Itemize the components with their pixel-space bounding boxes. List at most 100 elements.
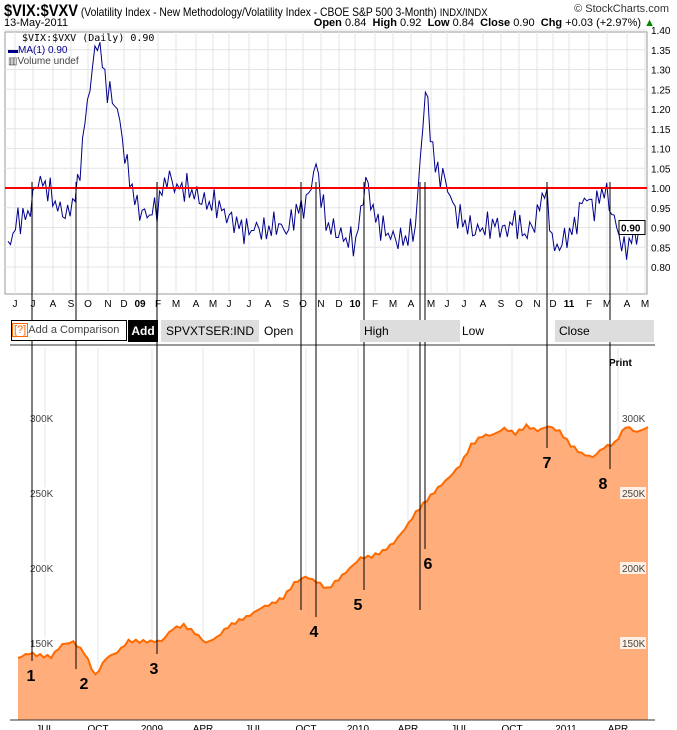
- y-tick-bg: [28, 412, 54, 424]
- vix-x-tick: M: [209, 299, 217, 310]
- vix-x-tick: M: [603, 299, 611, 310]
- vix-x-tick: M: [172, 299, 180, 310]
- area-y-tick-right: 300K: [622, 414, 646, 425]
- annotation-label: 8: [599, 476, 608, 493]
- area-y-tick-left: 250K: [30, 489, 54, 500]
- vix-y-tick: 1.15: [651, 125, 671, 136]
- area-x-tick: 2010: [347, 724, 370, 730]
- annotation-label: 7: [543, 455, 552, 472]
- annotation-label: 5: [354, 597, 363, 614]
- vix-x-tick: J: [227, 299, 232, 310]
- low-label: Low: [462, 324, 485, 338]
- vix-x-tick: D: [335, 299, 342, 310]
- vix-y-tick: 0.90: [651, 224, 671, 235]
- last-value-label: 0.90: [621, 224, 641, 235]
- area-x-tick: 2009: [141, 724, 164, 730]
- y-tick-bg: [620, 637, 646, 649]
- vix-x-tick: A: [265, 299, 272, 310]
- annotation-label: 3: [150, 661, 159, 678]
- stockcharts-logo[interactable]: © StockCharts.com: [574, 3, 669, 15]
- vix-x-tick: 11: [564, 299, 575, 310]
- y-tick-bg: [28, 637, 54, 649]
- open-label: Open: [264, 324, 294, 338]
- vix-x-tick: N: [317, 299, 324, 310]
- vix-x-tick: S: [498, 299, 505, 310]
- vix-y-tick: 1.40: [651, 26, 671, 37]
- y-tick-bg: [620, 487, 646, 499]
- legend-series: $VIX:$VXV (Daily) 0.90: [22, 33, 155, 44]
- area-x-tick: OCT: [87, 724, 108, 730]
- vix-x-tick: N: [533, 299, 540, 310]
- vix-x-tick: J: [31, 299, 36, 310]
- symbol-label: SPVXTSER:IND: [161, 320, 259, 342]
- vix-x-tick: D: [120, 299, 127, 310]
- print-link[interactable]: Print: [609, 358, 632, 369]
- y-tick-bg: [28, 562, 54, 574]
- vix-x-tick: M: [427, 299, 435, 310]
- annotation-label: 4: [310, 624, 319, 641]
- vix-series-line: [7, 42, 645, 260]
- vix-y-tick: 0.85: [651, 243, 671, 254]
- close-label: Close: [555, 320, 654, 342]
- last-value-box: [618, 220, 646, 235]
- vix-x-tick: M: [641, 299, 649, 310]
- vix-x-tick: S: [68, 299, 75, 310]
- vix-y-tick: 1.10: [651, 145, 671, 156]
- y-tick-bg: [620, 562, 646, 574]
- chart-date: 13-May-2011: [4, 17, 68, 29]
- vix-y-tick: 1.30: [651, 66, 671, 77]
- area-x-tick: APR: [193, 724, 214, 730]
- area-x-tick: JUL: [451, 724, 469, 730]
- vix-x-tick: A: [193, 299, 200, 310]
- vix-x-tick: D: [549, 299, 556, 310]
- ohlc-readout: Open 0.84 High 0.92 Low 0.84 Close 0.90 …: [313, 17, 655, 29]
- annotation-label: 6: [424, 556, 433, 573]
- vix-y-tick: 1.00: [651, 184, 671, 195]
- vix-y-tick: 0.80: [651, 263, 671, 274]
- y-tick-bg: [620, 412, 646, 424]
- legend-ma: ▬MA(1) 0.90: [8, 45, 68, 56]
- annotation-label: 2: [80, 676, 89, 693]
- vix-x-tick: F: [372, 299, 378, 310]
- vix-x-tick: O: [515, 299, 523, 310]
- add-button[interactable]: Add: [128, 320, 158, 342]
- high-label: High: [360, 320, 460, 342]
- area-x-tick: APR: [608, 724, 629, 730]
- vix-x-tick: J: [13, 299, 18, 310]
- vix-x-tick: A: [50, 299, 57, 310]
- area-x-tick: JUL: [36, 724, 54, 730]
- area-x-tick: OCT: [501, 724, 522, 730]
- area-y-tick-left: 150K: [30, 639, 54, 650]
- vix-x-tick: O: [84, 299, 92, 310]
- chart-title: $VIX:$VXV (Volatility Index - New Method…: [4, 1, 488, 20]
- area-y-tick-right: 250K: [622, 489, 646, 500]
- legend-volume: ▥Volume undef: [8, 56, 79, 67]
- help-icon[interactable]: [?]: [12, 323, 29, 337]
- vix-x-tick: A: [408, 299, 415, 310]
- vix-x-tick: J: [462, 299, 467, 310]
- area-y-tick-right: 150K: [622, 639, 646, 650]
- annotation-label: 1: [27, 668, 36, 685]
- area-series-line: [17, 422, 649, 676]
- vix-x-tick: J: [247, 299, 252, 310]
- vix-y-tick: 1.25: [651, 85, 671, 96]
- vix-x-tick: 09: [134, 299, 146, 310]
- vix-y-tick: 0.95: [651, 204, 671, 215]
- vix-plot-area: [4, 31, 648, 295]
- area-y-tick-right: 200K: [622, 564, 646, 575]
- vix-y-tick: 1.05: [651, 164, 671, 175]
- vix-x-tick: A: [480, 299, 487, 310]
- vix-x-tick: O: [299, 299, 307, 310]
- y-tick-bg: [28, 487, 54, 499]
- comparison-input[interactable]: [?] Add a Comparison: [11, 320, 127, 341]
- vix-x-tick: M: [389, 299, 397, 310]
- vix-x-tick: F: [586, 299, 592, 310]
- area-y-tick-left: 200K: [30, 564, 54, 575]
- vix-y-tick: 1.35: [651, 46, 671, 57]
- vix-x-tick: 10: [349, 299, 361, 310]
- vix-x-tick: N: [104, 299, 111, 310]
- area-x-tick: 2011: [555, 724, 577, 730]
- area-fill: [18, 424, 648, 720]
